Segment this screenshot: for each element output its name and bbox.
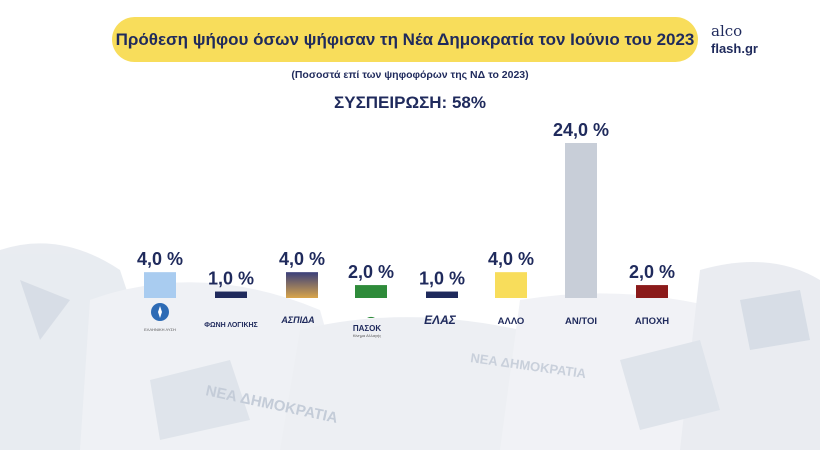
chart-title: Πρόθεση ψήφου όσων ψήφισαν τη Νέα Δημοκρ… xyxy=(112,17,698,62)
logo-elliniki-lysi: ΕΛΛΗΝΙΚΗ ΛΥΣΗ xyxy=(130,302,190,332)
pasok-sun-icon xyxy=(358,316,375,321)
logo-pasok: ΠΑΣΟΚ Κίνημα Αλλαγής xyxy=(337,306,397,338)
logo-aspida: ΑΣΠΙΔΑ xyxy=(268,310,328,328)
bar-7 xyxy=(565,143,597,298)
bar-5 xyxy=(426,291,458,298)
bar-value-label: 2,0 % xyxy=(629,262,675,282)
category-label: ΑΛΛΟ xyxy=(498,316,525,327)
logo-pasok-subtext: Κίνημα Αλλαγής xyxy=(352,333,382,338)
bar-1 xyxy=(144,272,176,298)
logo-foni-logikis-text: ΦΩΝΗ ΛΟΓΙΚΗΣ xyxy=(204,322,258,329)
bar-2 xyxy=(215,291,247,298)
bar-value-label: 1,0 % xyxy=(208,269,254,289)
bar-value-label: 2,0 % xyxy=(348,262,394,282)
logo-pasok-text: ΠΑΣΟΚ xyxy=(352,324,382,333)
alco-flash-logo: alco flash.gr xyxy=(711,22,758,58)
bar-value-label: 1,0 % xyxy=(419,269,465,289)
logo-elliniki-lysi-text: ΕΛΛΗΝΙΚΗ ΛΥΣΗ xyxy=(144,327,176,332)
elliniki-lysi-emblem-icon xyxy=(151,303,169,321)
brand-line2: flash.gr xyxy=(711,41,758,56)
bar-6 xyxy=(495,272,527,298)
chart-title-text: Πρόθεση ψήφου όσων ψήφισαν τη Νέα Δημοκρ… xyxy=(115,29,695,49)
cohesion-label: ΣΥΣΠΕΙΡΩΣΗ: 58% xyxy=(334,93,486,112)
chart-subtitle: (Ποσοστά επί των ψηφοφόρων της ΝΔ το 202… xyxy=(291,69,529,81)
logo-foni-logikis: ΦΩΝΗ ΛΟΓΙΚΗΣ xyxy=(201,314,261,332)
bar-value-label: 4,0 % xyxy=(137,249,183,269)
bar-4 xyxy=(355,285,387,298)
brand-line1: alco xyxy=(711,22,743,40)
bar-value-label: 4,0 % xyxy=(279,249,325,269)
bar-value-label: 4,0 % xyxy=(488,249,534,269)
bar-8 xyxy=(636,285,668,298)
bar-3 xyxy=(286,272,318,298)
logo-elas-text: ΕΛΑΣ xyxy=(424,313,456,327)
category-label: ΑΠΟΧΗ xyxy=(635,316,669,327)
bar-value-label: 24,0 % xyxy=(553,120,609,140)
category-label: ΑΝ/ΤΟΙ xyxy=(565,316,597,327)
logo-aspida-text: ΑΣΠΙΔΑ xyxy=(281,315,315,325)
logo-elas: ΕΛΑΣ xyxy=(410,311,470,329)
